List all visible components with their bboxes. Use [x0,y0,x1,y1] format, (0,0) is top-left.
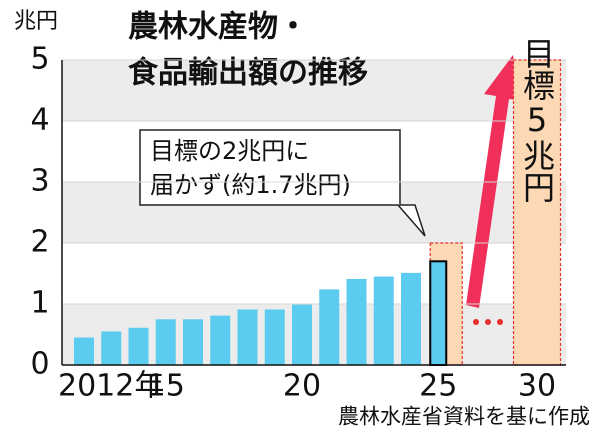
chart-title: 農林水産物・ [128,10,308,45]
target-box [512,59,562,366]
dot [485,319,491,325]
y-tick-label: 1 [30,286,49,321]
bar [101,331,122,365]
x-tick-label: 20 [283,369,321,404]
bar [401,272,421,365]
bar [183,319,203,365]
dot [497,319,503,325]
y-unit: 兆円 [14,9,58,34]
chart-title: 食品輸出額の推移 [128,56,368,91]
bar [237,309,258,365]
target-label: 目標5兆円 [518,37,556,203]
annotation: 届かず(約1.7兆円) [150,171,351,199]
bar [292,304,312,365]
bar [210,315,231,365]
bar [346,278,367,365]
x-tick-label: 15 [147,369,185,404]
x-tick-label: 30 [518,369,556,404]
bar [155,319,176,365]
bar [264,309,285,365]
source: 農林水産省資料を基に作成 [338,405,590,429]
y-tick-label: 2 [30,225,49,260]
y-tick-label: 5 [30,42,49,77]
y-tick-label: 4 [30,103,49,138]
callout [139,129,426,237]
dot [473,319,479,325]
annotation: 目標の2兆円に [150,137,309,165]
x-tick-label: 2012年 [58,369,164,404]
y-tick-label: 0 [30,347,49,382]
x-tick-label: 25 [419,369,457,404]
bar [429,260,448,366]
bar [373,276,394,365]
bar [74,337,94,365]
bar [128,327,149,365]
grid-band [62,60,566,121]
bar [319,289,340,365]
y-tick-label: 3 [30,164,49,199]
